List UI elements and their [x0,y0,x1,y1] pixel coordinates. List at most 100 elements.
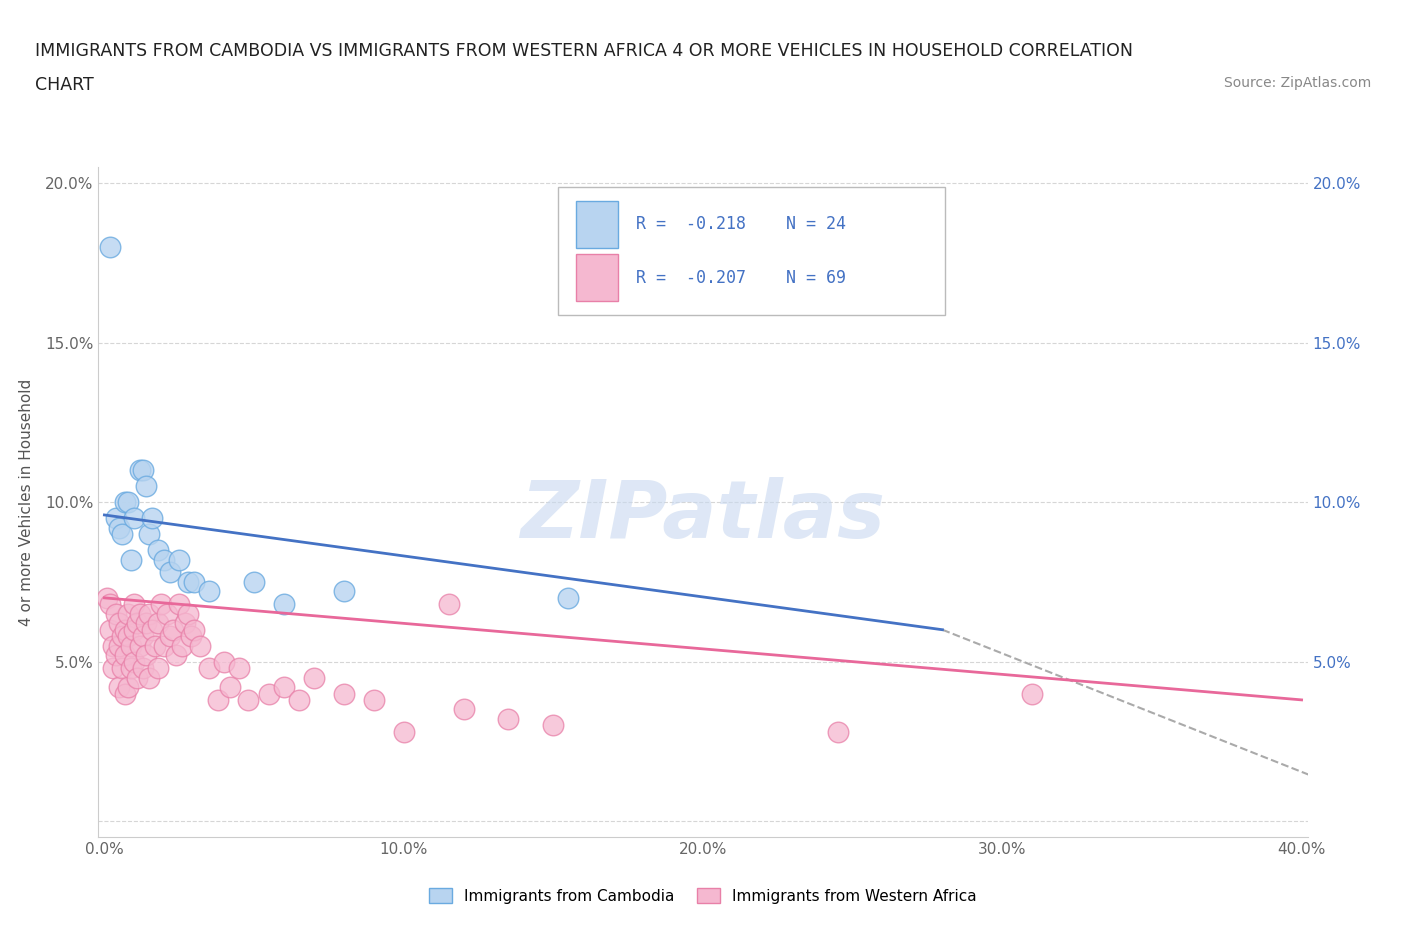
Point [114,648,136,663]
Point [243,575,266,590]
Point [153,638,176,653]
Point [129,606,152,621]
Point [273,597,295,612]
Point [114,622,136,637]
Point [111,660,134,675]
Point [219,680,242,695]
Point [333,686,356,701]
Point [132,463,155,478]
Point [333,584,356,599]
Text: Source: ZipAtlas.com: Source: ZipAtlas.com [1223,76,1371,90]
Point [108,638,131,653]
Point [117,629,139,644]
Point [188,638,211,653]
Point [236,693,259,708]
Point [228,660,250,675]
Point [120,552,142,567]
Point [117,495,139,510]
Point [135,648,157,663]
Point [148,660,170,675]
Point [124,597,146,612]
Y-axis label: 4 or more Vehicles in Household: 4 or more Vehicles in Household [20,379,34,626]
Point [453,702,475,717]
Point [129,463,152,478]
Point [138,526,160,541]
Point [437,597,460,612]
Point [100,622,122,637]
Point [156,606,179,621]
Point [212,654,235,669]
Point [180,629,202,644]
Point [111,629,134,644]
Point [120,660,142,675]
Point [114,495,136,510]
Point [114,686,136,701]
Point [100,240,122,255]
Point [124,622,146,637]
Point [108,680,131,695]
Point [96,591,118,605]
Text: R =  -0.218    N = 24: R = -0.218 N = 24 [637,216,846,233]
Point [177,575,200,590]
Point [105,648,128,663]
Point [543,718,565,733]
Point [120,638,142,653]
Point [167,597,190,612]
Point [127,616,149,631]
Point [117,606,139,621]
Point [135,616,157,631]
Point [827,724,849,739]
Point [159,565,181,579]
Point [183,575,205,590]
Point [132,629,155,644]
Point [207,693,229,708]
FancyBboxPatch shape [576,255,619,301]
Point [1021,686,1043,701]
Point [105,606,128,621]
Point [177,606,200,621]
Point [363,693,385,708]
Point [392,724,415,739]
Point [153,552,176,567]
Point [105,511,128,525]
Text: ZIPatlas: ZIPatlas [520,476,886,554]
Point [135,479,157,494]
Point [288,693,311,708]
Point [141,622,163,637]
Point [498,711,520,726]
Point [103,638,125,653]
Point [183,622,205,637]
Point [138,671,160,685]
Point [257,686,280,701]
Point [117,680,139,695]
FancyBboxPatch shape [576,201,619,247]
FancyBboxPatch shape [558,188,945,314]
Point [174,616,197,631]
Point [127,671,149,685]
Point [141,511,163,525]
Point [148,542,170,557]
Point [159,629,181,644]
Point [165,648,187,663]
Point [100,597,122,612]
Point [129,638,152,653]
Point [108,616,131,631]
Point [162,622,184,637]
Point [108,520,131,535]
Point [132,660,155,675]
Point [148,616,170,631]
Point [124,654,146,669]
Point [302,671,325,685]
Point [557,591,579,605]
Point [167,552,190,567]
Text: R =  -0.207    N = 69: R = -0.207 N = 69 [637,269,846,286]
Point [198,660,221,675]
Text: CHART: CHART [35,76,94,94]
Legend: Immigrants from Cambodia, Immigrants from Western Africa: Immigrants from Cambodia, Immigrants fro… [423,882,983,910]
Point [111,526,134,541]
Text: IMMIGRANTS FROM CAMBODIA VS IMMIGRANTS FROM WESTERN AFRICA 4 OR MORE VEHICLES IN: IMMIGRANTS FROM CAMBODIA VS IMMIGRANTS F… [35,42,1133,60]
Point [198,584,221,599]
Point [103,660,125,675]
Point [150,597,173,612]
Point [124,511,146,525]
